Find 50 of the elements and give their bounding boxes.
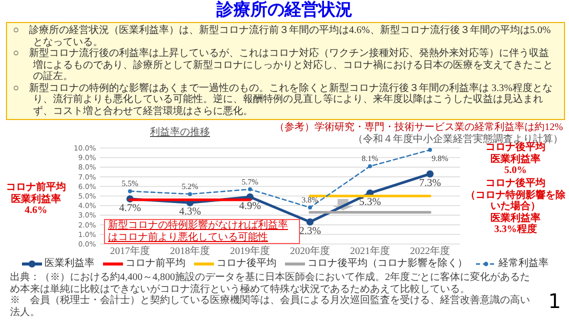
text: ○ 新型コロナの特例的な影響はあくまで一過性のもの。これを除くと新型コロナ流行後３年間の利益率は 3.3%程度となり、流行前よりも悪化している可能性。逆に、報酬特例の見直し等により、来年度以降はこうした収益は見込まれず、コスト増と合わせて経営環境はさらに悪化。 (13, 82, 554, 117)
text: ○ 新型コロナ流行後の利益率は上昇しているが、これはコロナ対応（ワクチン接種対応、発熱外来対応等）に伴う収益増によるものであり、診療所として新型コロナにしっかりと対応し、コロナ禍における日本の医療を支えてきたことの証左。 (13, 48, 554, 82)
data-label: 3.8% (302, 196, 319, 205)
x-tick-label: 2017年度 (109, 246, 151, 258)
legend-label: コロナ後平均 (216, 258, 276, 270)
text: コロナ前平均 (5, 182, 67, 194)
text: （参考）学術研究・専門・技術サービス業の経常利益率は約12% (274, 122, 563, 134)
text: 4.6% (24, 205, 48, 217)
text: （コロナ特例影響を除いた場合） (464, 190, 566, 212)
data-label: 4.3% (179, 206, 202, 218)
legend-label: コロナ前平均 (126, 258, 186, 270)
data-label: 4.7% (119, 202, 142, 214)
point (188, 192, 192, 196)
point (428, 148, 432, 152)
source-note: 出典：（※）における約4,400～4,800施設のデータを基に日本医師会において作成。2年度ごとに客体に変化があるため本来は単純に比較はできないがコロナ流行という極めて特殊な状況であるためあえて比較している。 (10, 272, 531, 294)
point (426, 170, 434, 178)
point (248, 187, 252, 192)
text: 医業利益率 (490, 212, 542, 224)
legend-label: コロナ後平均（コロナ影響を除く） (308, 258, 468, 270)
data-label: 2.3% (299, 226, 322, 237)
point (128, 189, 132, 194)
x-tick-label: 2019年度 (229, 246, 271, 258)
point (308, 206, 312, 210)
x-tick-label: 2021年度 (349, 246, 391, 258)
text: 1 (548, 289, 561, 313)
legend-label: 医業利益率 (44, 258, 94, 270)
x-tick-label: 2020年度 (289, 246, 331, 258)
point (306, 218, 314, 226)
text: コロナ後平均 (484, 178, 546, 190)
data-label: 5.3% (359, 197, 382, 208)
text: 5.0% (503, 165, 528, 176)
data-label: 5.2% (182, 182, 199, 192)
text: ※ 会員（税理士・会計士）と契約している医療機関等は、会員による月次巡回監査を受ける、経営改善意識の高い法人。 (10, 295, 531, 318)
annotation: 新型コロナの特例影響がなければ利益率はコロナ前より悪化している可能性 (104, 219, 300, 244)
data-label: 9.8% (432, 154, 449, 163)
chart-title: 診療所の経営状況 (215, 0, 354, 20)
x-tick-label: 2022年度 (409, 246, 451, 258)
data-label: 5.5% (122, 179, 139, 188)
data-label: 4.9% (239, 200, 262, 212)
text: 医業利益率 (490, 154, 542, 165)
text: 3.3%程度 (493, 224, 538, 236)
data-label: 5.7% (242, 177, 259, 186)
text: ○ 診療所の経営状況（医業利益率）は、新型コロナ流行前３年間の平均は4.6%、新型コロナ流行後３年間の平均は5.0%となっている。 (13, 25, 552, 48)
chart-subtitle: 利益率の推移 (150, 127, 210, 138)
x-tick-label: 2018年度 (169, 246, 211, 258)
text: 医業利益率 (10, 194, 62, 206)
data-label: 7.3% (419, 178, 442, 189)
data-label: 8.1% (362, 154, 379, 164)
legend-label: 経常利益率 (498, 258, 548, 270)
point (368, 164, 372, 168)
